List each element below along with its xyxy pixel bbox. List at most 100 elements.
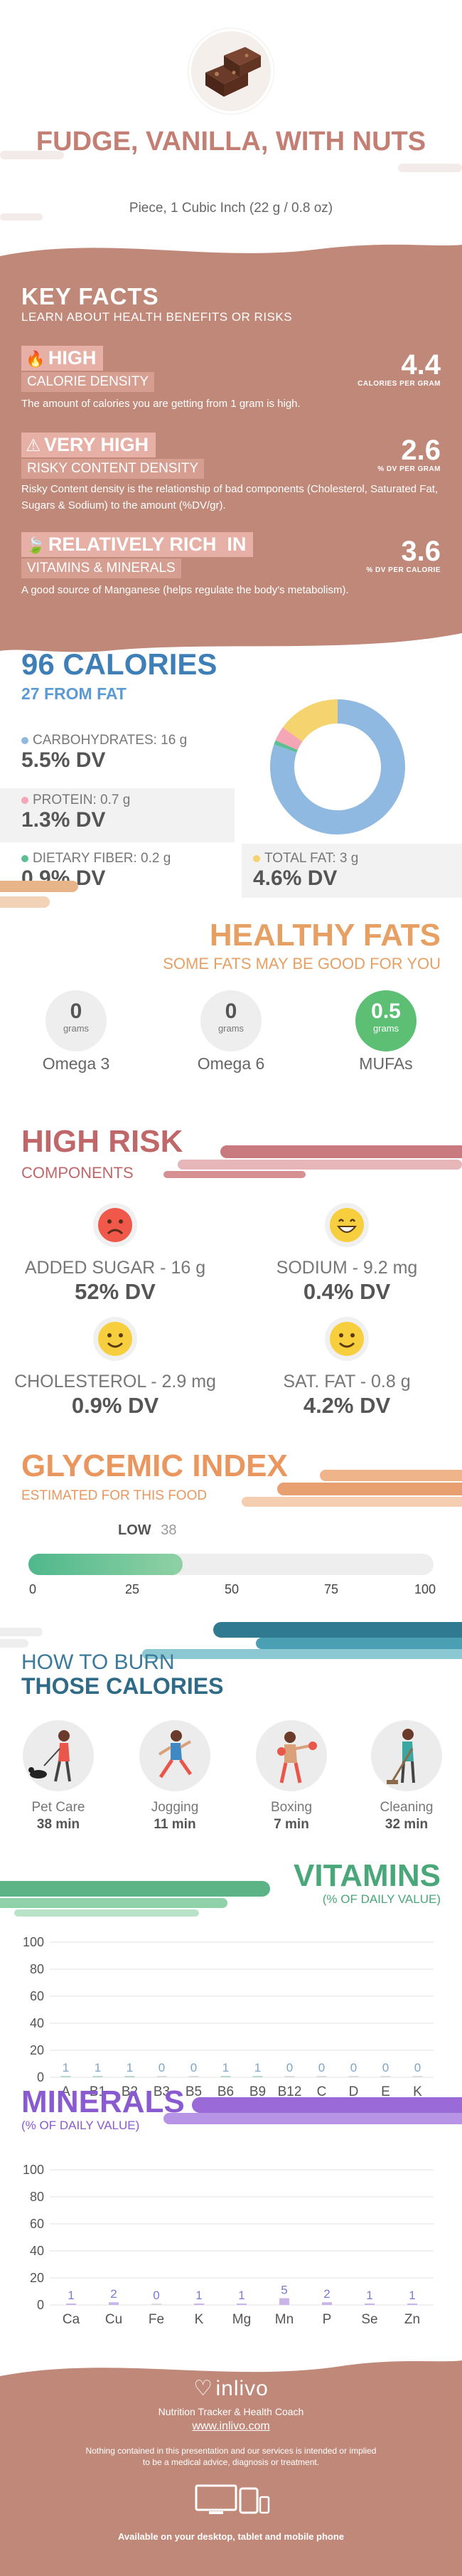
burn-decor-stripes	[0, 1622, 462, 1659]
burn-activity-name: Boxing	[270, 1800, 313, 1815]
burn-activity-name: Pet Care	[31, 1800, 85, 1815]
x-tick-label: K	[195, 2312, 204, 2327]
burn-activity-time: 32 min	[385, 1817, 429, 1832]
burn-activity-time: 11 min	[154, 1817, 196, 1832]
x-tick-label: Zn	[404, 2312, 420, 2327]
risk-dv: 0.4% DV	[303, 1279, 391, 1304]
vitamins-decor-stripes	[0, 1881, 270, 1917]
calories-from-fat: 27 FROM FAT	[21, 684, 127, 703]
bar-value-label: 1	[95, 2061, 101, 2074]
boxing-circle	[256, 1720, 327, 1791]
burn-activity-time: 7 min	[274, 1817, 309, 1832]
bar-mg	[237, 2304, 247, 2305]
dog-walking-icon	[28, 1730, 71, 1782]
fact-level-badge: 🔥 HIGH	[21, 346, 104, 371]
x-tick-label: E	[381, 2084, 390, 2099]
bar-cu	[109, 2302, 119, 2305]
smile-face-icon	[93, 1317, 137, 1361]
burn-title-1: HOW TO BURN	[21, 1650, 175, 1674]
bar-b3	[156, 2076, 167, 2077]
calories-title: 96 CALORIES	[21, 647, 217, 681]
fact-description: The amount of calories you are getting f…	[21, 398, 301, 410]
x-tick-label: Cu	[105, 2312, 122, 2327]
omega3-circle: 0 grams	[45, 990, 107, 1051]
fact-level: RELATIVELY RICH IN	[48, 534, 247, 555]
pet-care-circle	[23, 1720, 94, 1791]
risk-name: SODIUM - 9.2 mg	[276, 1258, 418, 1278]
jogging-circle	[139, 1720, 210, 1791]
bar-e	[380, 2076, 391, 2077]
key-facts-subtitle: LEARN ABOUT HEALTH BENEFITS OR RISKS	[21, 310, 293, 324]
gi-fill-bar	[28, 1554, 183, 1575]
gi-value: 38	[161, 1522, 177, 1538]
bar-value-label: 0	[153, 2289, 159, 2302]
donut-slice-carbohydrates	[270, 699, 405, 834]
bar-k	[412, 2076, 423, 2077]
fact-description: A good source of Manganese (helps regula…	[21, 584, 349, 596]
gi-decor-stripes	[242, 1470, 462, 1507]
bar-p	[322, 2302, 332, 2305]
bar-se	[365, 2304, 375, 2305]
fact-label-box: CALORIE DENSITY	[21, 372, 155, 392]
risk-name: SAT. FAT - 0.8 g	[283, 1372, 411, 1392]
bar-value-label: 1	[366, 2289, 372, 2302]
y-tick-label: 100	[23, 2163, 44, 2177]
burn-activity-name: Cleaning	[380, 1800, 434, 1815]
nutrient-dv: 5.5% DV	[21, 748, 106, 772]
bar-b5	[188, 2076, 199, 2077]
footer-brand: ♡ inlivo	[0, 2376, 462, 2401]
fact-value-box: 2.6 % DV PER GRAM	[377, 435, 441, 473]
key-facts-title: KEY FACTS	[21, 283, 159, 309]
fact-value: 3.6	[401, 536, 441, 567]
bar-value-label: 0	[190, 2061, 197, 2074]
y-tick-label: 80	[30, 2190, 44, 2204]
bar-value-label: 0	[350, 2061, 357, 2074]
donut-slice-protein	[275, 727, 303, 751]
bar-b2	[124, 2076, 135, 2077]
fact-label-box: RISKY CONTENT DENSITY	[21, 459, 205, 479]
fat-label: Omega 3	[42, 1054, 110, 1073]
burn-activity-time: 38 min	[36, 1817, 80, 1832]
x-tick-label: Mg	[232, 2312, 251, 2327]
x-tick-label: B12	[278, 2084, 302, 2099]
heart-logo-icon: ♡	[193, 2377, 213, 2400]
nutrient-carbohydrates: CARBOHYDRATES: 16 g 5.5% DV	[21, 733, 187, 773]
bar-value-label: 1	[63, 2061, 69, 2074]
high-risk-title: HIGH RISK	[21, 1124, 183, 1159]
carbohydrates-dot-icon	[21, 736, 28, 744]
footer-disclaimer-1: Nothing contained in this presentation a…	[85, 2446, 377, 2456]
fact-level-badge: ⚠ VERY HIGH	[21, 433, 156, 457]
bar-value-label: 1	[195, 2289, 202, 2302]
bar-a	[60, 2076, 71, 2077]
x-tick-label: Ca	[63, 2312, 80, 2327]
cleaning-circle	[371, 1720, 442, 1791]
burn-activity-name: Jogging	[151, 1800, 199, 1815]
bar-value-label: 0	[414, 2061, 421, 2074]
x-tick-label: Se	[361, 2312, 377, 2327]
risk-name: ADDED SUGAR - 16 g	[24, 1258, 206, 1278]
bar-zn	[407, 2304, 417, 2305]
y-tick-label: 80	[30, 1962, 44, 1976]
donut-slice-total-fat	[282, 699, 338, 742]
devices-icon	[195, 2484, 270, 2514]
footer-url[interactable]: www.inlivo.com	[192, 2420, 270, 2432]
healthy-fats-title: HEALTHY FATS	[209, 918, 441, 953]
gi-title: GLYCEMIC INDEX	[21, 1448, 288, 1483]
nutrient-name: DIETARY FIBER: 0.2 g	[33, 851, 171, 866]
fat-value: 0.5	[371, 1000, 401, 1023]
gi-level: LOW	[118, 1522, 151, 1538]
gi-tick: 100	[414, 1582, 436, 1596]
protein-box	[0, 788, 235, 842]
fact-label: CALORIE DENSITY	[27, 374, 149, 389]
fact-value-box: 4.4 CALORIES PER GRAM	[358, 350, 441, 388]
bar-value-label: 2	[110, 2287, 117, 2301]
header-decor-stripes	[0, 151, 462, 221]
bar-b12	[284, 2076, 295, 2077]
fat-unit: grams	[372, 1023, 399, 1034]
x-tick-label: B3	[154, 2084, 170, 2099]
y-tick-label: 100	[23, 1935, 44, 1949]
donut-slice-dietary-fiber	[274, 740, 298, 753]
fats-decor-stripes	[0, 881, 78, 908]
bar-value-label: 1	[254, 2061, 261, 2074]
bar-b9	[252, 2076, 263, 2077]
